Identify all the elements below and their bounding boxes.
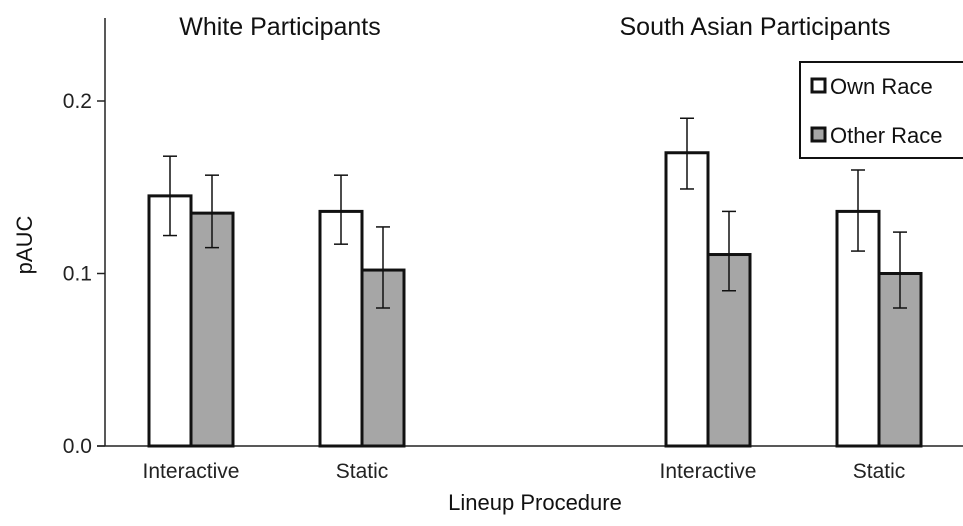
- legend-swatch-own-race: [810, 77, 827, 94]
- bar-own-race: [664, 151, 710, 448]
- x-category-label: Interactive: [660, 460, 757, 483]
- x-axis-title: Lineup Procedure: [448, 490, 622, 515]
- panel-title-south-asian: South Asian Participants: [620, 13, 891, 41]
- legend-swatch-other-race: [810, 126, 827, 143]
- legend-label-own-race: Own Race: [830, 74, 933, 99]
- legend-label-other-race: Other Race: [830, 123, 943, 148]
- legend-box: [799, 61, 963, 159]
- y-tick-label: 0.1: [63, 263, 92, 286]
- legend: Own Race Other Race: [799, 61, 963, 159]
- y-axis-title: pAUC: [12, 216, 37, 275]
- x-category-label: Interactive: [143, 460, 240, 483]
- x-category-label: Static: [853, 460, 906, 483]
- x-category-label: Static: [336, 460, 389, 483]
- y-tick-label: 0.2: [63, 90, 92, 113]
- panel-title-white: White Participants: [179, 13, 380, 41]
- bar-own-race: [318, 209, 364, 448]
- y-tick-label: 0.0: [63, 435, 92, 458]
- bar-other-race: [189, 211, 235, 448]
